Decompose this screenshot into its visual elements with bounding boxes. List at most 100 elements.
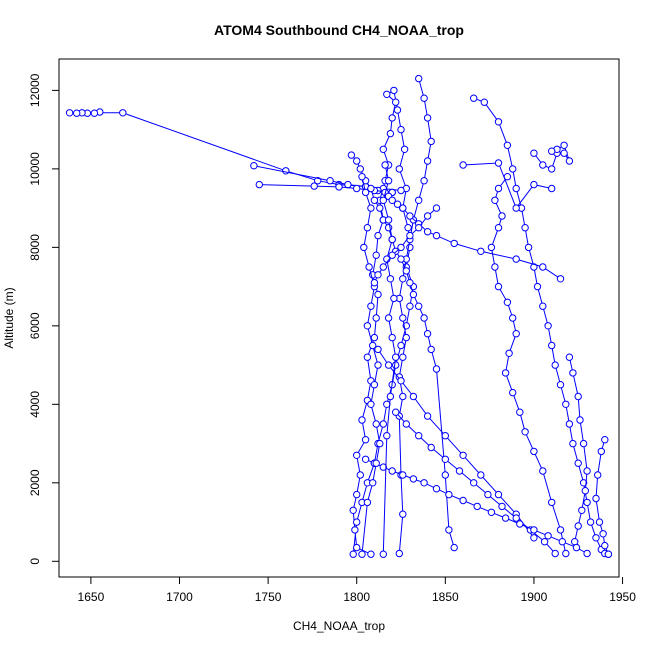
data-point xyxy=(386,275,395,283)
data-point xyxy=(379,196,387,205)
data-point xyxy=(367,204,375,212)
x-tick-label: 1950 xyxy=(609,590,636,604)
data-series xyxy=(347,151,458,552)
data-point xyxy=(470,94,478,102)
data-point xyxy=(423,157,432,165)
data-point xyxy=(459,496,467,505)
data-point xyxy=(539,302,547,310)
data-point xyxy=(586,518,595,526)
data-point xyxy=(530,180,538,189)
data-point xyxy=(548,147,556,155)
data-point xyxy=(484,490,492,499)
data-point xyxy=(524,243,533,252)
data-point xyxy=(562,400,570,408)
data-point xyxy=(388,467,396,475)
data-point xyxy=(583,467,591,475)
data-point xyxy=(530,526,538,534)
data-point xyxy=(560,149,568,157)
y-tick-label: 6000 xyxy=(28,312,42,339)
data-point xyxy=(420,94,428,102)
data-point xyxy=(349,506,357,514)
data-point xyxy=(90,109,99,117)
data-point xyxy=(395,165,403,173)
x-axis: 1650 1700 1750 1800 1850 1900 1950 xyxy=(78,577,636,604)
data-point xyxy=(353,543,361,552)
data-point xyxy=(530,447,538,456)
y-tick-label: 12000 xyxy=(28,73,42,107)
data-point xyxy=(370,381,379,389)
x-tick-label: 1650 xyxy=(78,590,105,604)
data-point xyxy=(415,74,423,83)
data-point xyxy=(579,479,588,487)
data-point xyxy=(494,282,503,291)
y-tick-label: 2000 xyxy=(28,469,42,496)
data-point xyxy=(592,534,600,542)
data-point xyxy=(455,467,464,475)
data-point xyxy=(370,333,379,342)
data-point xyxy=(420,479,428,487)
data-point xyxy=(594,471,602,479)
data-point xyxy=(512,255,520,263)
series-layer xyxy=(65,74,613,558)
y-tick-label: 10000 xyxy=(28,152,42,186)
data-point xyxy=(390,86,398,95)
data-point xyxy=(404,224,412,232)
data-point xyxy=(314,177,322,185)
data-point xyxy=(432,231,441,240)
data-point xyxy=(427,345,435,354)
data-point xyxy=(399,471,407,479)
data-point xyxy=(360,243,368,252)
data-point xyxy=(583,498,591,507)
data-point xyxy=(399,314,407,322)
data-point xyxy=(406,302,414,310)
data-point xyxy=(370,279,379,287)
data-point xyxy=(595,518,604,526)
data-point xyxy=(459,161,467,169)
data-point xyxy=(374,290,382,299)
data-point xyxy=(423,330,432,338)
data-point xyxy=(399,353,407,361)
y-tick-label: 4000 xyxy=(28,391,42,418)
x-tick-label: 1850 xyxy=(432,590,459,604)
data-point xyxy=(551,549,559,558)
data-point xyxy=(361,436,370,444)
data-point xyxy=(480,98,488,106)
data-point xyxy=(562,549,570,558)
data-point xyxy=(397,341,405,350)
data-point xyxy=(415,432,423,440)
data-point xyxy=(597,447,605,456)
data-point xyxy=(392,353,400,361)
data-point xyxy=(521,428,529,436)
data-point xyxy=(601,436,609,444)
x-tick-label: 1700 xyxy=(166,590,193,604)
data-point xyxy=(374,231,382,240)
data-point xyxy=(363,498,372,507)
data-point xyxy=(548,498,556,507)
data-point xyxy=(569,439,577,448)
data-point xyxy=(388,333,396,342)
data-point xyxy=(399,392,407,401)
data-point xyxy=(367,400,375,408)
data-point xyxy=(498,212,506,220)
data-point xyxy=(423,212,432,220)
data-point xyxy=(427,443,435,452)
data-point xyxy=(351,526,359,534)
data-series xyxy=(592,436,613,558)
data-series xyxy=(255,180,396,197)
data-point xyxy=(583,549,591,558)
data-point xyxy=(477,471,485,479)
data-point xyxy=(441,432,449,440)
data-point xyxy=(310,182,318,190)
data-point xyxy=(335,183,343,191)
data-point xyxy=(560,141,568,150)
data-point xyxy=(574,392,582,401)
data-point xyxy=(509,314,517,322)
data-point xyxy=(353,518,361,526)
data-point xyxy=(427,137,435,146)
data-point xyxy=(409,392,418,401)
data-point xyxy=(503,298,512,306)
series-line xyxy=(568,357,588,542)
data-point xyxy=(521,224,529,232)
data-series xyxy=(349,86,418,558)
y-tick-label: 8000 xyxy=(28,234,42,261)
